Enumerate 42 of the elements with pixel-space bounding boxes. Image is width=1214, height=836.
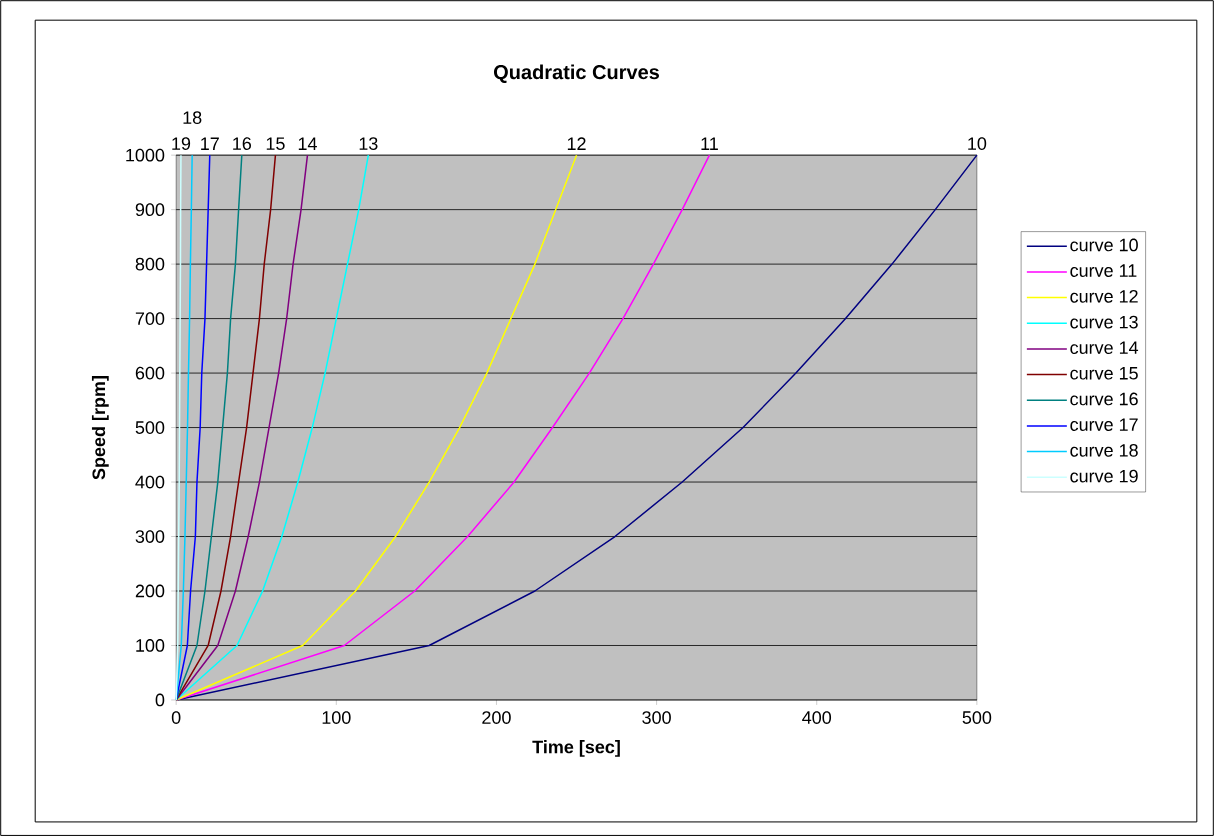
y-tick-label: 700 [135,312,165,325]
x-tick-label: 400 [802,711,832,724]
legend-label: curve 10 [1070,238,1138,252]
legend-label: curve 12 [1070,289,1138,303]
legend-label: curve 18 [1070,443,1138,457]
annotation: 15 [266,137,285,150]
y-tick-label: 200 [135,584,165,598]
y-tick-label: 500 [135,421,165,434]
line-series [175,154,309,701]
y-tick-label: 900 [135,203,165,216]
y-tick-label: 1000 [126,148,165,162]
legend-label: curve 19 [1070,469,1138,483]
legend-label: curve 13 [1070,315,1138,329]
legend-label: curve 16 [1070,392,1138,406]
y-axis-title: Speed [rpm] [91,376,109,480]
line-series [175,154,978,701]
annotation: 19 [172,137,191,150]
annotation: 14 [298,137,317,150]
legend-label: curve 17 [1070,418,1138,431]
annotation: 13 [359,137,378,150]
annotation: 12 [567,137,586,150]
x-tick-label: 200 [482,711,511,724]
legend-label: curve 15 [1070,366,1138,380]
y-tick-label: 600 [135,366,165,380]
y-tick-label: 400 [135,475,165,489]
x-axis-title: Time [sec] [532,740,620,757]
y-tick-label: 800 [135,257,165,271]
x-tick-label: 500 [962,711,992,724]
legend-label: curve 11 [1070,264,1137,277]
y-tick-label: 300 [135,530,165,543]
x-tick-label: 100 [322,711,351,724]
annotation: 11 [701,137,718,150]
legend-label: curve 14 [1070,341,1139,354]
annotation: 10 [968,137,987,150]
x-tick-label: 300 [642,711,671,724]
annotation: 16 [233,137,252,150]
x-tick-label: 0 [171,711,181,724]
y-tick-label: 0 [155,693,165,707]
y-tick-label: 100 [136,639,165,652]
annotation: 17 [201,137,219,150]
chart-title: Quadratic Curves [493,64,660,83]
annotation: 18 [183,111,202,124]
